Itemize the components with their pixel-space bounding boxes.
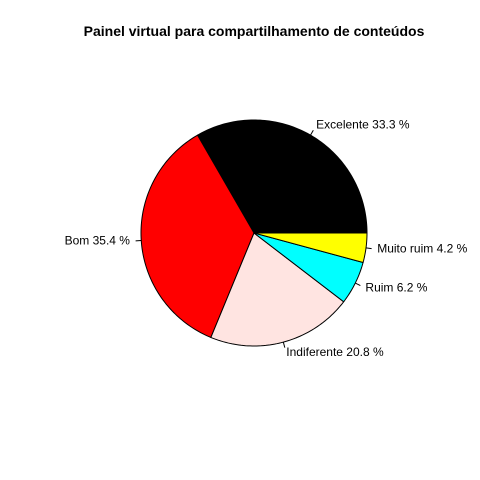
pie-slices <box>140 119 368 347</box>
slice-label-bom: Bom 35.4 % <box>65 233 131 247</box>
leader-line-ruim <box>355 282 361 287</box>
leader-line-muito <box>365 247 372 250</box>
slice-label-excelente: Excelente 33.3 % <box>316 118 410 132</box>
chart-title: Painel virtual para compartilhamento de … <box>84 23 425 39</box>
leader-line-excelente <box>310 129 314 136</box>
slice-label-muito: Muito ruim 4.2 % <box>377 242 467 256</box>
leader-line-indiferente <box>282 341 286 348</box>
slice-label-ruim: Ruim 6.2 % <box>365 280 427 294</box>
pie-slice-excelente <box>196 119 368 234</box>
pie-leader-lines <box>135 129 372 348</box>
slice-label-indiferente: Indiferente 20.8 % <box>286 345 384 359</box>
pie-labels: Excelente 33.3 % Bom 35.4 % Indiferente 20… <box>65 118 468 360</box>
